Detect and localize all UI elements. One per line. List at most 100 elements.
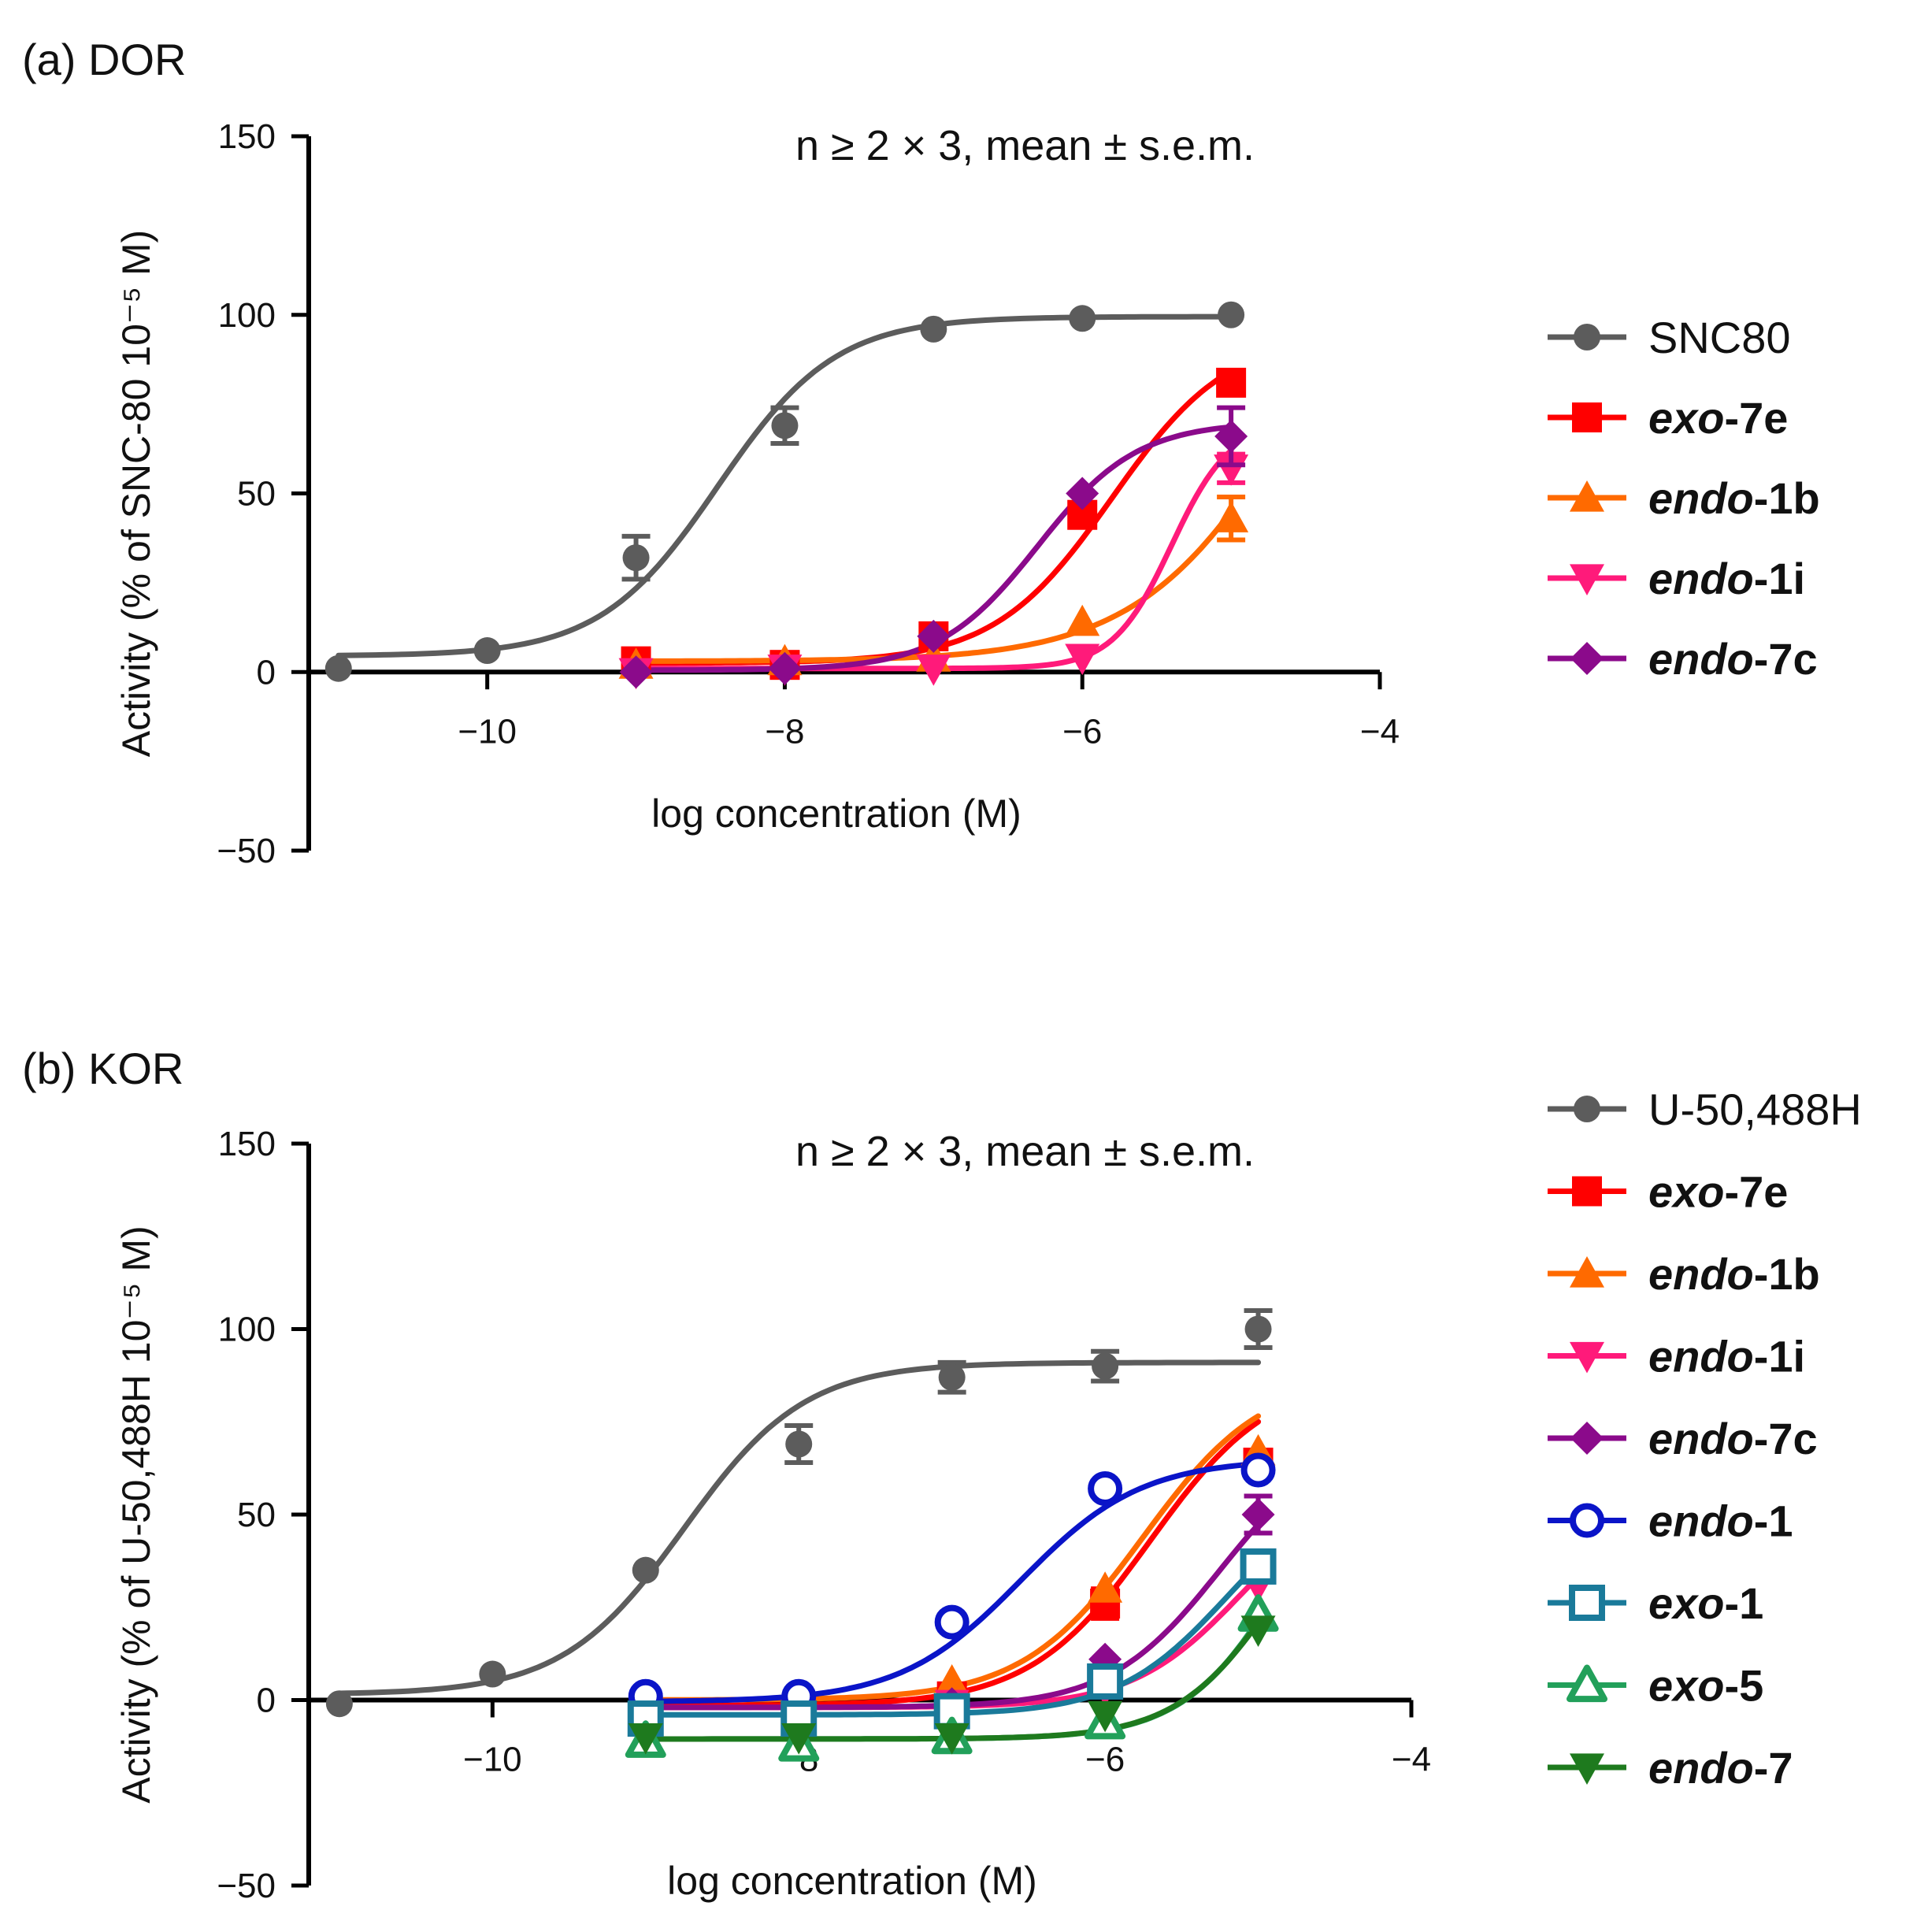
annotation: n ≥ 2 × 3, mean ± s.e.m. — [795, 1128, 1255, 1175]
legend-item-endo-7: endo-7 — [1548, 1743, 1793, 1793]
legend-marker — [1574, 324, 1600, 350]
legend-item-exo-7e: exo-7e — [1548, 393, 1788, 443]
data-point-exo-1 — [1087, 1663, 1124, 1700]
data-point-SNC80 — [324, 655, 352, 682]
legend-item-endo-1b: endo-1b — [1548, 1249, 1820, 1299]
data-point-endo-7c — [917, 619, 951, 653]
data-point-endo-1b — [1214, 501, 1249, 532]
data-point-endo-1b — [1065, 604, 1100, 636]
panel-label: (a) DOR — [22, 35, 186, 84]
legend-label: exo-5 — [1648, 1661, 1763, 1711]
legend-marker — [1570, 1503, 1604, 1538]
y-tick-label: 50 — [237, 1496, 276, 1534]
x-tick-label: −8 — [765, 712, 804, 751]
y-tick-label: 150 — [218, 1125, 276, 1163]
legend-marker — [1570, 1256, 1604, 1288]
data-point-endo-1b — [934, 1663, 970, 1696]
data-point-SNC80 — [473, 637, 501, 665]
x-axis-label: log concentration (M) — [667, 1859, 1037, 1903]
legend-marker — [1570, 1753, 1604, 1785]
legend-marker — [1572, 1176, 1602, 1207]
legend-marker — [1566, 1664, 1607, 1703]
x-tick-label: −10 — [463, 1741, 522, 1779]
legend-marker — [1570, 564, 1604, 595]
fit-curve-exo-7e — [633, 368, 1234, 666]
y-tick-label: −50 — [217, 832, 276, 870]
data-point-U-50,488H — [1244, 1315, 1272, 1343]
legend-item-endo-1i: endo-1i — [1548, 554, 1805, 603]
data-point-exo-1 — [1240, 1548, 1277, 1585]
legend-label: exo-7e — [1648, 393, 1788, 443]
data-point-SNC80 — [1218, 301, 1245, 328]
legend-item-SNC80: SNC80 — [1548, 313, 1791, 362]
y-axis-label: Activity (% of U-50,488H 10⁻⁵ M) — [114, 1226, 158, 1803]
x-tick-label: −6 — [1062, 712, 1102, 751]
data-point-endo-1 — [934, 1604, 970, 1640]
legend-label: SNC80 — [1648, 313, 1791, 362]
data-point-U-50,488H — [325, 1690, 353, 1718]
data-point-endo-1i — [916, 655, 951, 686]
data-point-endo-7c — [1241, 1498, 1275, 1531]
data-point-endo-7c — [1214, 419, 1248, 453]
x-tick-label: −6 — [1085, 1741, 1125, 1779]
legend-marker — [1570, 642, 1604, 675]
fit-curve-U-50,488H — [336, 1359, 1262, 1697]
legend-marker — [1574, 1096, 1600, 1122]
legend-item-exo-5: exo-5 — [1548, 1661, 1763, 1711]
annotation: n ≥ 2 × 3, mean ± s.e.m. — [795, 122, 1255, 169]
data-point-SNC80 — [622, 544, 650, 572]
legend-item-exo-1: exo-1 — [1548, 1578, 1763, 1628]
data-point-endo-7 — [1240, 1615, 1276, 1648]
legend-marker — [1570, 1341, 1604, 1374]
data-point-U-50,488H — [632, 1556, 659, 1584]
data-point-endo-1i — [1065, 643, 1100, 676]
y-tick-label: 0 — [257, 653, 276, 692]
x-tick-label: −4 — [1360, 712, 1400, 751]
legend-label: endo-1i — [1648, 1332, 1805, 1381]
legend-item-U-50,488H: U-50,488H — [1548, 1085, 1862, 1134]
legend-label: endo-1i — [1648, 554, 1805, 603]
data-point-endo-7c — [619, 655, 653, 689]
data-point-endo-7c — [768, 651, 802, 685]
legend-label: endo-1 — [1648, 1496, 1793, 1546]
data-point-U-50,488H — [479, 1660, 506, 1688]
data-point-exo-7e — [1216, 367, 1247, 398]
legend-item-endo-1: endo-1 — [1548, 1496, 1793, 1546]
data-point-endo-7 — [781, 1723, 817, 1755]
data-point-endo-7 — [934, 1723, 970, 1755]
y-axis-label: Activity (% of SNC-80 10⁻⁵ M) — [114, 230, 158, 757]
legend-label: endo-7 — [1648, 1743, 1793, 1793]
legend-marker — [1572, 402, 1602, 432]
data-point-U-50,488H — [1092, 1352, 1119, 1380]
legend-marker — [1569, 1585, 1605, 1621]
x-tick-label: −10 — [458, 712, 517, 751]
y-tick-label: 50 — [237, 475, 276, 514]
data-point-endo-1 — [1088, 1471, 1123, 1507]
legend-item-endo-7c: endo-7c — [1548, 1414, 1818, 1463]
data-point-endo-1b — [1088, 1571, 1123, 1603]
y-tick-label: 150 — [218, 117, 276, 156]
data-point-U-50,488H — [785, 1430, 813, 1458]
legend-label: exo-1 — [1648, 1578, 1763, 1628]
y-tick-label: 100 — [218, 296, 276, 335]
panel-kor: (b) KOR n ≥ 2 × 3, mean ± s.e.m. −50 0 50 100… — [22, 1044, 1862, 1905]
data-point-endo-7 — [1088, 1700, 1123, 1733]
legend-label: U-50,488H — [1648, 1085, 1862, 1134]
legend-item-endo-1b: endo-1b — [1548, 473, 1820, 523]
data-point-SNC80 — [920, 315, 947, 343]
data-point-endo-1 — [1240, 1452, 1276, 1488]
data-point-U-50,488H — [938, 1363, 966, 1391]
panel-label: (b) KOR — [22, 1044, 184, 1093]
data-point-endo-1i — [1214, 454, 1249, 486]
legend-marker — [1570, 1422, 1604, 1455]
x-tick-label: −4 — [1392, 1741, 1431, 1779]
legend-item-endo-1i: endo-1i — [1548, 1332, 1805, 1381]
y-tick-label: 0 — [257, 1682, 276, 1720]
legend-label: exo-7e — [1648, 1167, 1788, 1217]
panel-dor: (a) DOR n ≥ 2 × 3, mean ± s.e.m. −50 0 50 100… — [22, 35, 1820, 870]
y-tick-label: −50 — [217, 1867, 276, 1905]
legend-label: endo-7c — [1648, 1414, 1818, 1463]
legend-label: endo-1b — [1648, 473, 1820, 523]
fit-curve-endo-1 — [643, 1460, 1262, 1704]
